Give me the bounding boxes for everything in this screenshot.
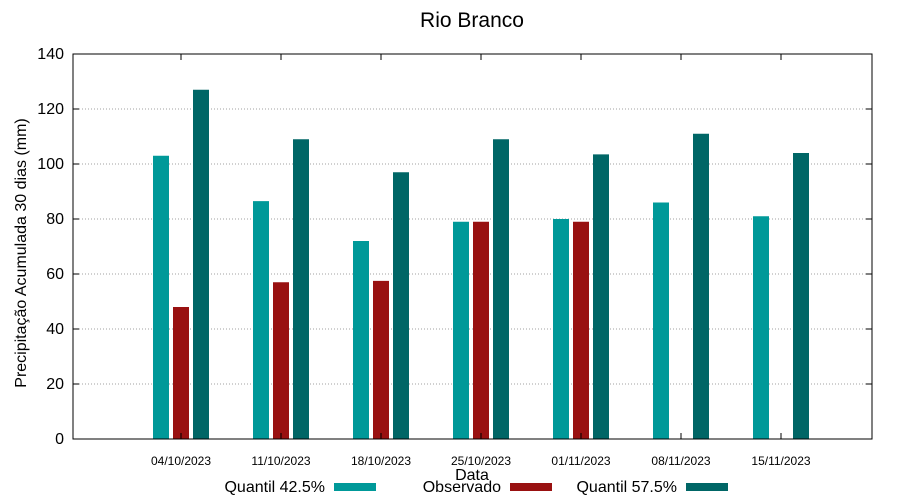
y-tick-label: 80 [46, 211, 64, 228]
bar-quantil-57-5--4 [593, 154, 609, 439]
x-tick-label: 11/10/2023 [251, 454, 310, 468]
y-tick-label: 140 [37, 46, 64, 63]
x-tick-label: 08/11/2023 [651, 454, 710, 468]
bar-quantil-42-5--5 [653, 202, 669, 439]
plot-frame [72, 53, 873, 440]
x-tick-label: 15/11/2023 [751, 454, 810, 468]
legend-swatch [334, 483, 376, 491]
bar-quantil-42-5--0 [153, 155, 169, 439]
x-axis-ticks: 04/10/2023 11/10/2023 18/10/2023 25/10/2023… [151, 54, 811, 468]
x-tick-label: 25/10/2023 [451, 454, 511, 468]
legend-label: Quantil 42.5% [224, 479, 325, 496]
bar-observado-2 [373, 280, 389, 439]
bar-quantil-42-5--2 [353, 241, 369, 439]
bar-quantil-57-5--2 [393, 172, 409, 439]
bar-observado-3 [473, 221, 489, 439]
bar-quantil-42-5--3 [453, 221, 469, 439]
chart-title: Rio Branco [420, 9, 524, 32]
y-tick-label: 120 [37, 101, 64, 118]
legend-label: Observado [423, 479, 501, 496]
y-tick-label: 0 [55, 431, 64, 448]
bar-quantil-57-5--6 [793, 153, 809, 439]
legend: Quantil 42.5% Observado Quantil 57.5% [224, 479, 728, 496]
x-tick-label: 04/10/2023 [151, 454, 211, 468]
y-tick-label: 100 [37, 156, 64, 173]
bar-observado-4 [573, 221, 589, 439]
y-tick-label: 40 [46, 321, 64, 338]
bar-observado-1 [273, 282, 289, 439]
y-axis-ticks: 0 20 40 60 80 100 120 140 [37, 46, 872, 448]
grid-lines [73, 108, 872, 385]
y-tick-label: 60 [46, 266, 64, 283]
bar-quantil-57-5--1 [293, 139, 309, 439]
bar-quantil-57-5--0 [193, 89, 209, 439]
bars [153, 89, 809, 439]
bar-quantil-42-5--1 [253, 201, 269, 439]
x-tick-label: 01/11/2023 [551, 454, 610, 468]
legend-label: Quantil 57.5% [576, 479, 677, 496]
bar-quantil-42-5--4 [553, 219, 569, 439]
y-tick-label: 20 [46, 376, 64, 393]
bar-quantil-57-5--5 [693, 133, 709, 439]
bar-observado-0 [173, 307, 189, 439]
bar-quantil-42-5--6 [753, 216, 769, 439]
bar-quantil-57-5--3 [493, 139, 509, 439]
legend-swatch [510, 483, 552, 491]
x-tick-label: 18/10/2023 [351, 454, 411, 468]
x-axis-label: Data [455, 467, 489, 484]
y-axis-label: Precipitação Acumulada 30 dias (mm) [13, 118, 30, 387]
legend-swatch [686, 483, 728, 491]
